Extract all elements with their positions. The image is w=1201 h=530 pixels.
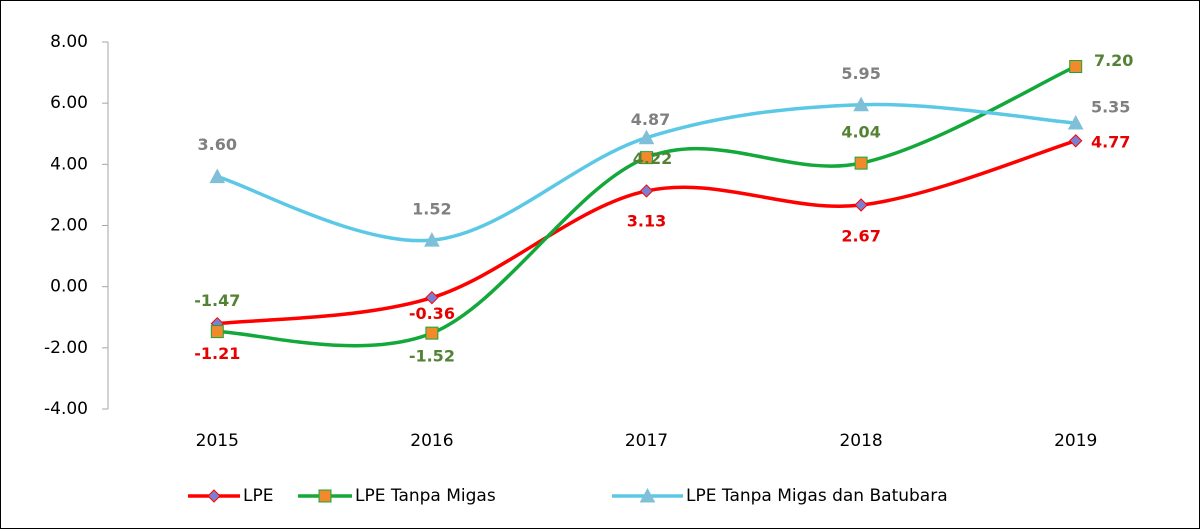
y-tick-label: 6.00	[50, 93, 88, 113]
value-label: 7.20	[1094, 51, 1133, 70]
value-label: 4.87	[631, 110, 670, 129]
value-label: 3.13	[627, 211, 666, 230]
value-label: -1.47	[194, 291, 240, 310]
legend-marker	[318, 489, 332, 503]
data-point	[639, 184, 654, 198]
value-label: 5.95	[841, 64, 880, 83]
data-point	[210, 325, 224, 339]
value-label: 3.60	[198, 135, 237, 154]
data-point	[1067, 114, 1084, 130]
data-point	[1068, 134, 1083, 148]
y-tick-label: -4.00	[44, 399, 88, 419]
value-label: 4.22	[633, 149, 672, 168]
legend-label: LPE	[243, 486, 273, 506]
legend-marker	[639, 487, 656, 503]
value-label: 4.77	[1091, 132, 1130, 151]
y-tick-label: -2.00	[44, 338, 88, 358]
data-point	[425, 326, 439, 340]
data-point	[425, 290, 439, 305]
value-label: 5.35	[1091, 98, 1130, 117]
value-label: 4.04	[841, 123, 880, 142]
x-tick-label: 2016	[410, 431, 453, 451]
y-tick-label: 4.00	[50, 154, 88, 174]
data-point	[209, 168, 226, 184]
data-point	[853, 96, 869, 112]
x-tick-label: 2019	[1054, 431, 1097, 451]
data-point	[854, 156, 868, 170]
legend-label: LPE Tanpa Migas	[355, 486, 496, 506]
legend-marker	[207, 489, 221, 503]
y-tick-label: 2.00	[50, 216, 88, 236]
value-label: -1.21	[194, 344, 240, 363]
data-point	[854, 198, 868, 212]
value-label: 2.67	[841, 227, 880, 246]
value-label: -0.36	[409, 304, 455, 323]
data-point	[640, 151, 653, 165]
data-point	[424, 232, 440, 247]
x-tick-label: 2018	[839, 431, 882, 451]
value-label: -1.52	[409, 347, 455, 366]
y-tick-label: 8.00	[50, 32, 88, 52]
y-tick-label: 0.00	[50, 277, 88, 297]
data-point	[638, 129, 655, 145]
x-tick-label: 2017	[625, 431, 668, 451]
x-tick-label: 2015	[196, 431, 239, 451]
legend-label: LPE Tanpa Migas dan Batubara	[686, 486, 948, 506]
data-point	[1069, 59, 1083, 73]
value-label: 1.52	[412, 200, 451, 219]
